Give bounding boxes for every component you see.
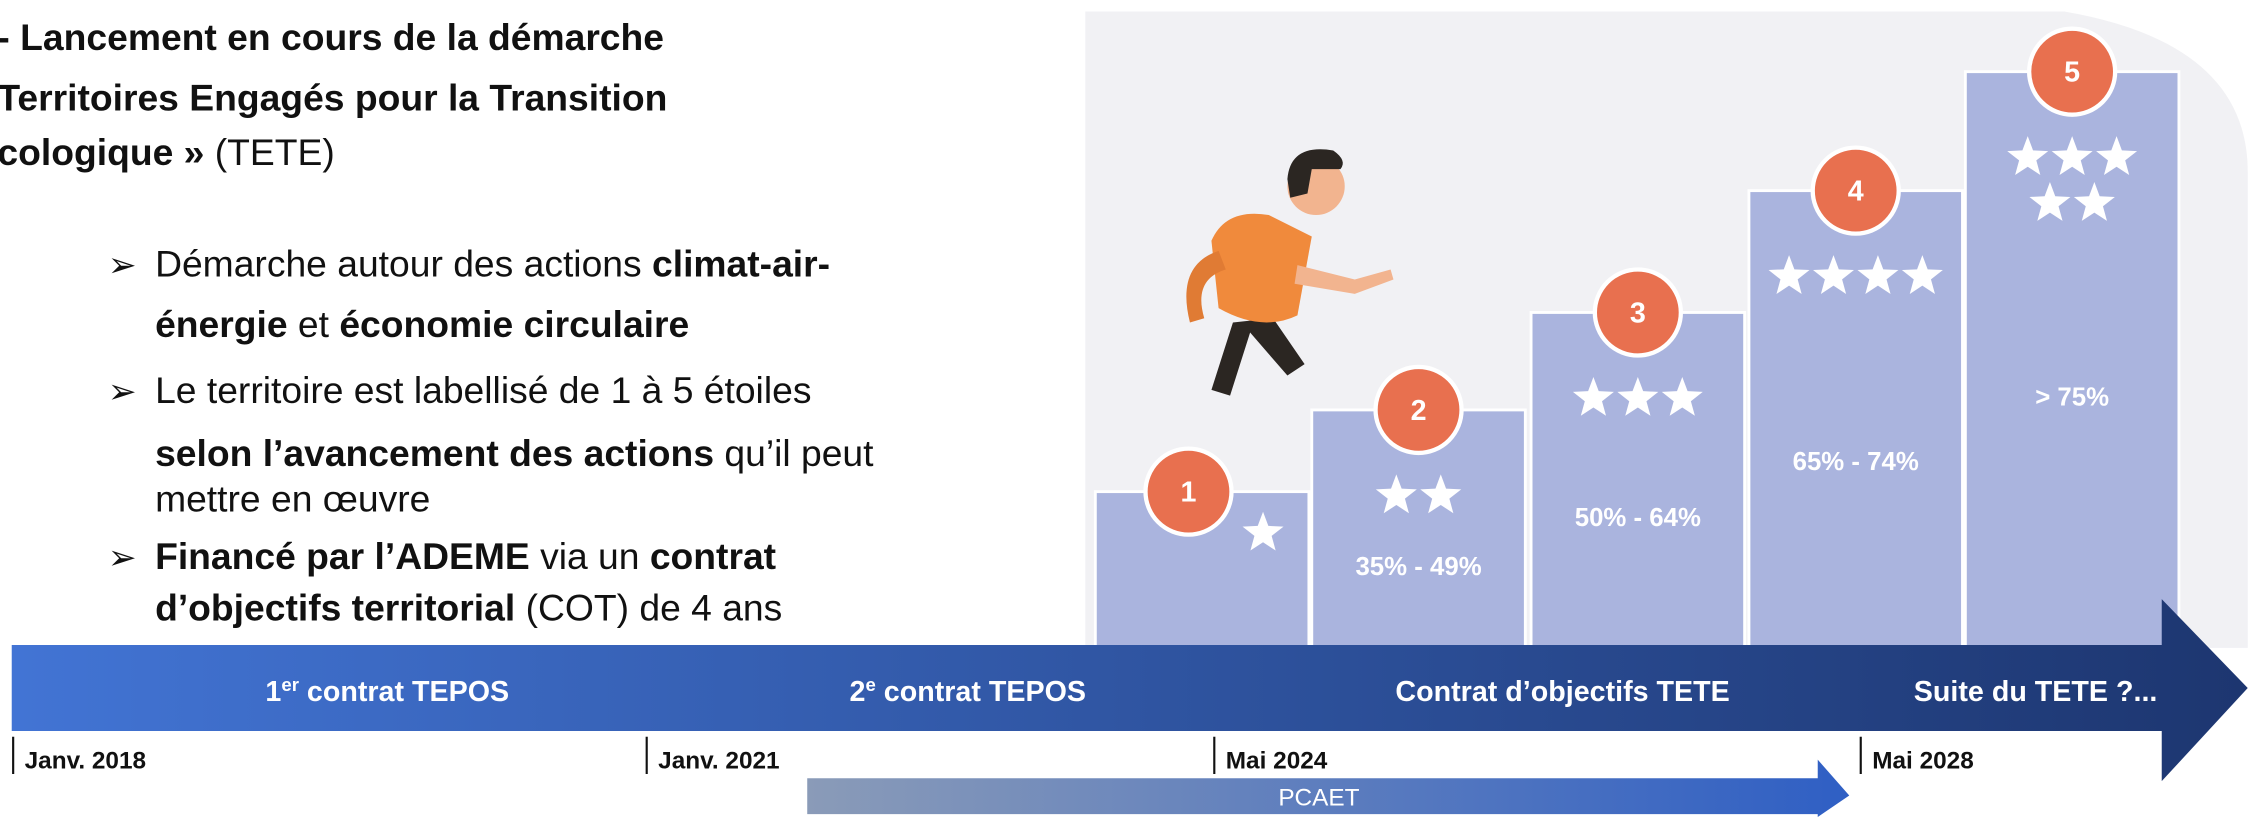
star [1768,255,1810,294]
date-label: Janv. 2018 [25,747,146,774]
star [1572,376,1614,416]
text-run: Territoires Engagés pour la Transition [0,76,667,118]
star [1857,255,1899,294]
star [1420,474,1462,514]
text-run: énergie [155,303,288,345]
bullet-line: d’objectifs territorial (COT) de 4 ans [155,587,782,629]
date-label: Janv. 2021 [658,747,779,774]
bullet-marker: ➢ [108,373,137,411]
text-run: (COT) de 4 ans [515,587,782,629]
runner [1186,149,1394,396]
star [1813,255,1854,294]
text-run: e [865,673,875,694]
text-run: qu’il peut [714,432,874,474]
step-badge [1810,145,1901,236]
step-range: > 75% [2035,384,2109,412]
text-run: Financé par l’ADEME [155,535,530,577]
date-label: Mai 2024 [1226,747,1328,774]
text-run: selon l’avancement des actions [155,432,714,474]
text-run: Contrat d’objectifs TETE [1395,676,1729,708]
phase-label: 2e contrat TEPOS [850,673,1086,708]
star [1375,474,1417,514]
heading-line: - Lancement en cours de la démarche [0,16,664,58]
star [1617,376,1659,416]
text-run: 1 [265,676,281,708]
phase-label: Contrat d’objectifs TETE [1395,676,1729,708]
step-number: 2 [1411,395,1427,427]
step-number: 1 [1181,477,1197,509]
star [2029,182,2071,221]
pcaet-label: PCAET [1278,785,1359,812]
text-run: - Lancement en cours de la démarche [0,16,664,58]
text-run: er [281,673,299,694]
step-range: 65% - 74% [1793,448,1919,476]
text-run: 2 [850,676,866,708]
star [1901,255,1943,294]
step [1963,70,2181,650]
step-badge [2026,26,2118,117]
step-badge [1592,267,1683,358]
step-range: 50% - 64% [1575,504,1701,532]
text-run: mettre en œuvre [155,478,430,520]
bullet-marker: ➢ [108,539,137,577]
bullet-line: Démarche autour des actions climat-air- [155,243,830,285]
bullet-line: Financé par l’ADEME via un contrat [155,535,776,577]
text-run: contrat TEPOS [299,676,509,708]
star [1661,376,1703,416]
star [1242,511,1284,551]
text-run: contrat TEPOS [876,676,1086,708]
step-number: 3 [1630,298,1646,330]
date-label: Mai 2028 [1872,747,1974,774]
step-number: 4 [1848,176,1864,208]
text-run: Suite du TETE ?... [1914,676,2158,708]
bullet-line: énergie et économie circulaire [155,303,689,345]
phase-label: 1er contrat TEPOS [265,673,509,708]
heading-line: Territoires Engagés pour la Transition [0,76,667,118]
pcaet-arrow [807,759,1850,817]
star [2096,136,2138,176]
text-run: économie circulaire [339,303,689,345]
text-run: Le territoire est labellisé de 1 à 5 éto… [155,369,811,411]
step [1747,189,1964,650]
bullet-line: selon l’avancement des actions qu’il peu… [155,432,874,474]
bullet-marker: ➢ [108,247,137,285]
step-badge [1143,446,1234,537]
timeline-arrow [11,599,2248,782]
step-badge [1373,364,1464,456]
step [1529,311,1747,650]
phase-label: Suite du TETE ?... [1914,676,2158,708]
text-run: cologique » [0,131,204,173]
text-run: via un [530,535,650,577]
star [2073,182,2115,221]
text-run: et [288,303,340,345]
step-range: 35% - 49% [1355,553,1481,581]
text-run: d’objectifs territorial [155,587,515,629]
text-run: (TETE) [204,131,334,173]
bullet-line: Le territoire est labellisé de 1 à 5 éto… [155,369,811,411]
text-run: Démarche autour des actions [155,243,652,285]
text-run: climat-air- [652,243,830,285]
step-number: 5 [2064,57,2080,89]
bullet-line: mettre en œuvre [155,478,430,520]
heading-line: cologique » (TETE) [0,131,335,173]
star [2007,136,2049,176]
text-run: contrat [650,535,776,577]
star [2051,136,2093,176]
